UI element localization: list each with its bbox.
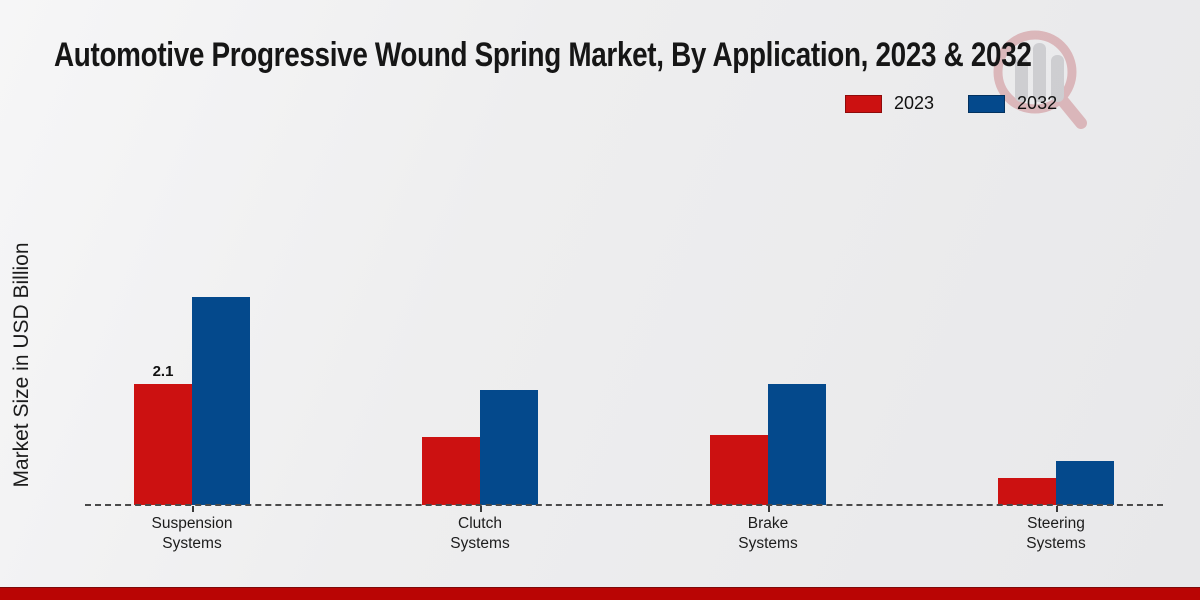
x-axis-baseline	[85, 504, 1163, 506]
value-label-2023-suspension-systems: 2.1	[152, 363, 174, 380]
category-label-steering-systems: Steering Systems	[1026, 515, 1086, 552]
bar-2032-steering-systems	[1056, 461, 1114, 505]
x-tick-suspension-systems	[192, 506, 194, 512]
bar-2023-clutch-systems	[422, 437, 480, 505]
bar-2023-suspension-systems	[134, 384, 192, 505]
magnifier-bar-chart-watermark-icon	[993, 30, 1087, 129]
legend-swatch-2023-icon	[845, 94, 882, 113]
category-label-brake-systems: Brake Systems	[738, 515, 798, 552]
legend-item-2032: 2032	[968, 93, 1057, 114]
chart-title: Automotive Progressive Wound Spring Mark…	[54, 36, 1032, 74]
legend-label-2032: 2032	[1017, 93, 1058, 113]
bar-2032-suspension-systems	[192, 297, 250, 505]
legend-swatch-2032-icon	[968, 94, 1006, 113]
bar-2032-brake-systems	[768, 384, 826, 505]
x-tick-brake-systems	[768, 506, 770, 512]
legend: 2023 2032	[845, 93, 1057, 114]
bar-2023-brake-systems	[710, 435, 768, 505]
legend-item-2023: 2023	[845, 93, 934, 114]
x-tick-steering-systems	[1056, 506, 1058, 512]
legend-label-2023: 2023	[894, 93, 935, 113]
bar-2032-clutch-systems	[480, 390, 538, 505]
bar-2023-steering-systems	[998, 478, 1056, 505]
x-tick-clutch-systems	[480, 506, 482, 512]
category-label-clutch-systems: Clutch Systems	[450, 515, 510, 552]
footer-band	[0, 587, 1200, 600]
category-label-suspension-systems: Suspension Systems	[151, 515, 233, 552]
